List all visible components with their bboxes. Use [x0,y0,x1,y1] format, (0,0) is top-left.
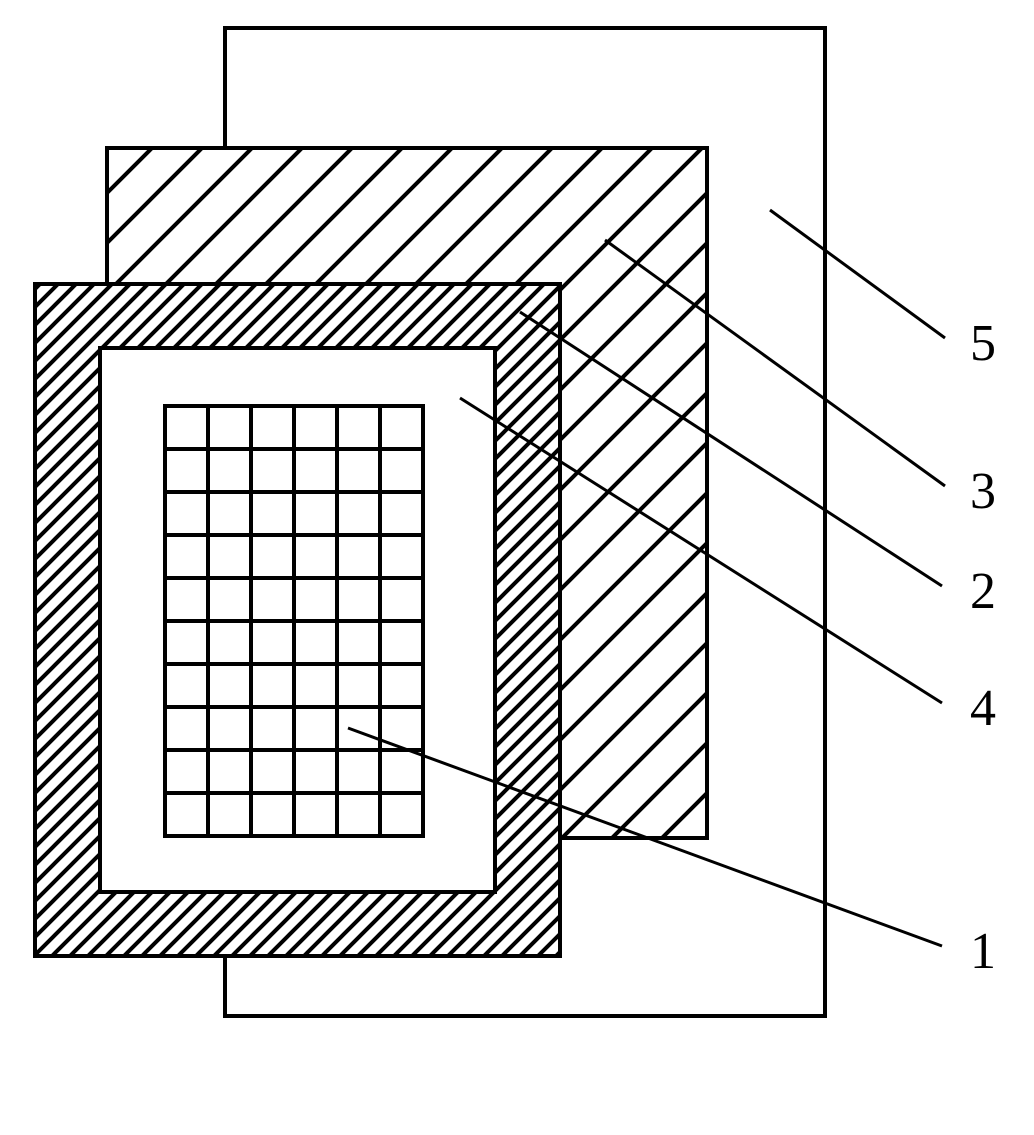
leader-line-5 [770,210,945,338]
diagram-canvas: 5 3 2 4 1 [0,0,1034,1135]
label-4: 4 [970,680,996,737]
label-5: 5 [970,315,996,372]
label-3: 3 [970,463,996,520]
label-2: 2 [970,563,996,620]
diagram-svg: 5 3 2 4 1 [0,0,1034,1135]
label-1: 1 [970,923,996,980]
